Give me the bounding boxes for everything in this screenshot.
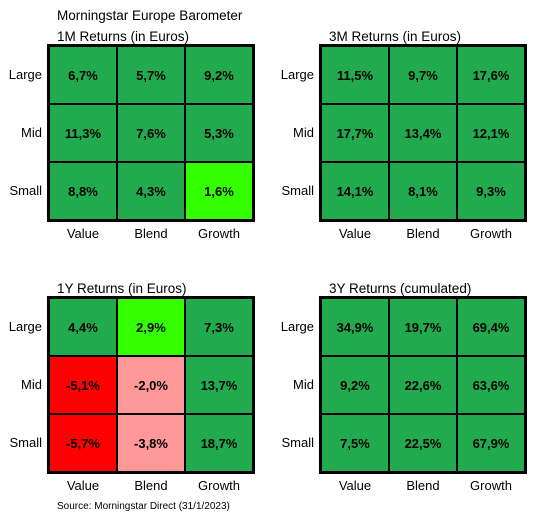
heatmap-cell: 9,2% [321, 356, 389, 414]
heatmap-cell: 63,6% [457, 356, 525, 414]
column-label: Value [338, 478, 372, 493]
column-label: Growth [198, 478, 240, 493]
heatmap-cell: 13,7% [185, 356, 253, 414]
heatmap-cell: 67,9% [457, 414, 525, 472]
source-note: Source: Morningstar Direct (31/1/2023) [57, 501, 230, 512]
page-title: Morningstar Europe Barometer [57, 8, 243, 23]
chart-title: 1M Returns (in Euros) [57, 29, 190, 44]
heatmap-cell: 12,1% [457, 104, 525, 162]
column-label: Blend [134, 226, 168, 241]
row-label: Mid [293, 125, 314, 140]
heatmap-cell: 14,1% [321, 162, 389, 220]
column-label: Value [66, 478, 100, 493]
row-label: Small [281, 435, 314, 450]
row-label: Small [9, 183, 42, 198]
column-label: Value [66, 226, 100, 241]
row-label: Large [280, 67, 314, 82]
heatmap-grid: 34,9% 19,7% 69,4% 9,2% 22,6% 63,6% 7,5% 22,5% 67… [319, 296, 527, 474]
chart-title: 1Y Returns (in Euros) [57, 281, 187, 296]
chart-title: 3Y Returns (cumulated) [329, 281, 472, 296]
row-label: Large [8, 67, 42, 82]
heatmap-cell: 5,3% [185, 104, 253, 162]
column-label: Blend [134, 478, 168, 493]
row-label: Large [8, 319, 42, 334]
heatmap-cell: 4,4% [49, 298, 117, 356]
heatmap-cell: 7,6% [117, 104, 185, 162]
heatmap-cell: 17,6% [457, 46, 525, 104]
heatmap-cell: 18,7% [185, 414, 253, 472]
heatmap-cell: 2,9% [117, 298, 185, 356]
heatmap-cell: 8,1% [389, 162, 457, 220]
heatmap-cell: 6,7% [49, 46, 117, 104]
column-label: Blend [406, 226, 440, 241]
heatmap-cell: -5,1% [49, 356, 117, 414]
heatmap-cell: -5,7% [49, 414, 117, 472]
heatmap-cell: -3,8% [117, 414, 185, 472]
heatmap-cell: 9,2% [185, 46, 253, 104]
heatmap-cell: 1,6% [185, 162, 253, 220]
heatmap-cell: 9,3% [457, 162, 525, 220]
row-label: Small [281, 183, 314, 198]
heatmap-cell: 7,3% [185, 298, 253, 356]
heatmap-grid: 6,7% 5,7% 9,2% 11,3% 7,6% 5,3% 8,8% 4,3% 1,6% [47, 44, 255, 222]
row-label: Mid [21, 125, 42, 140]
heatmap-cell: -2,0% [117, 356, 185, 414]
heatmap-cell: 34,9% [321, 298, 389, 356]
heatmap-cell: 69,4% [457, 298, 525, 356]
heatmap-grid: 11,5% 9,7% 17,6% 17,7% 13,4% 12,1% 14,1% 8,1% 9,… [319, 44, 527, 222]
heatmap-cell: 11,3% [49, 104, 117, 162]
row-label: Large [280, 319, 314, 334]
column-label: Growth [470, 226, 512, 241]
heatmap-cell: 5,7% [117, 46, 185, 104]
row-label: Small [9, 435, 42, 450]
heatmap-cell: 19,7% [389, 298, 457, 356]
column-label: Growth [470, 478, 512, 493]
heatmap-cell: 13,4% [389, 104, 457, 162]
column-label: Growth [198, 226, 240, 241]
column-label: Value [338, 226, 372, 241]
heatmap-cell: 4,3% [117, 162, 185, 220]
row-label: Mid [293, 377, 314, 392]
heatmap-cell: 8,8% [49, 162, 117, 220]
heatmap-cell: 17,7% [321, 104, 389, 162]
heatmap-cell: 7,5% [321, 414, 389, 472]
row-label: Mid [21, 377, 42, 392]
heatmap-cell: 9,7% [389, 46, 457, 104]
column-label: Blend [406, 478, 440, 493]
heatmap-cell: 22,5% [389, 414, 457, 472]
heatmap-cell: 22,6% [389, 356, 457, 414]
chart-title: 3M Returns (in Euros) [329, 29, 462, 44]
heatmap-cell: 11,5% [321, 46, 389, 104]
heatmap-grid: 4,4% 2,9% 7,3% -5,1% -2,0% 13,7% -5,7% -3,8% 18,… [47, 296, 255, 474]
